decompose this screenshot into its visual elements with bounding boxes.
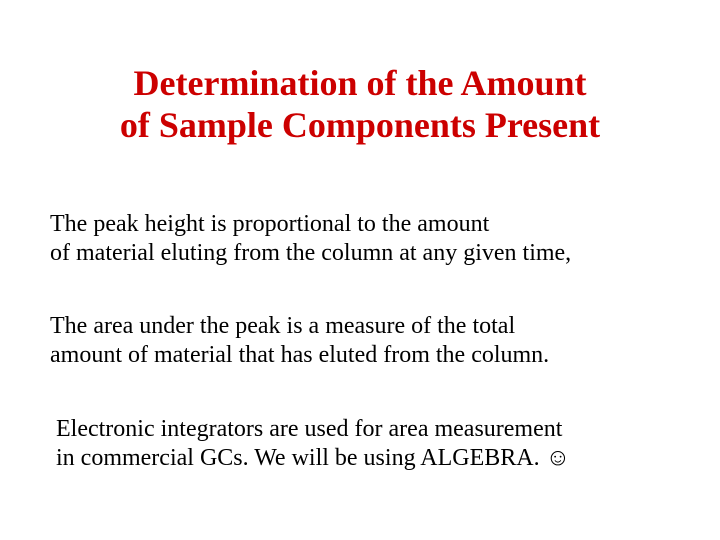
p3-line-2: in commercial GCs. We will be using ALGE…	[56, 445, 570, 471]
p1-line-2: of material eluting from the column at a…	[50, 240, 571, 266]
p1-line-1: The peak height is proportional to the a…	[50, 211, 489, 237]
title-line-1: Determination of the Amount	[134, 63, 587, 103]
paragraph-1: The peak height is proportional to the a…	[50, 210, 680, 269]
title-line-2: of Sample Components Present	[120, 105, 600, 145]
slide-title: Determination of the Amount of Sample Co…	[0, 0, 720, 147]
paragraph-2: The area under the peak is a measure of …	[50, 312, 680, 371]
p3-line-1: Electronic integrators are used for area…	[56, 416, 562, 442]
slide: Determination of the Amount of Sample Co…	[0, 0, 720, 540]
paragraph-3: Electronic integrators are used for area…	[56, 415, 680, 474]
p2-line-2: amount of material that has eluted from …	[50, 342, 549, 368]
p2-line-1: The area under the peak is a measure of …	[50, 313, 515, 339]
